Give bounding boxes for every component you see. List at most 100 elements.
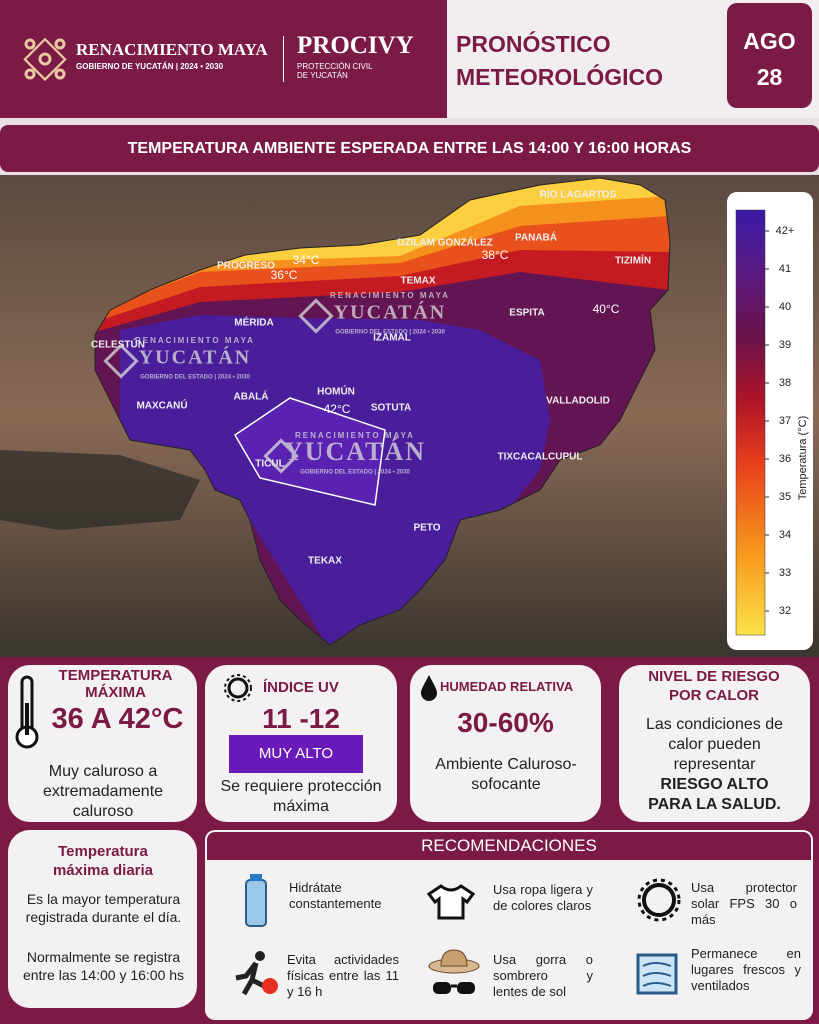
zone-42: [233, 397, 386, 506]
place-label: IZAMAL: [373, 333, 411, 344]
agency-sub-1: PROTECCIÓN CIVIL: [297, 62, 373, 71]
colorbar-label: Temperatura (°C): [797, 416, 809, 500]
card-text: Es la mayor temperatura registrada duran…: [25, 891, 182, 925]
colorbar-tick-label: 32: [779, 605, 791, 617]
agency-sub-2: DE YUCATÁN: [297, 71, 348, 80]
recommendation: Hidrátate constantemente: [289, 880, 382, 911]
watermark-bottom: GOBIERNO DEL ESTADO | 2024 • 2030: [300, 470, 410, 476]
recommendation: Evita actividades físicas entre las 11 y…: [287, 952, 399, 999]
watermark-top: RENACIMIENTO MAYA: [330, 291, 450, 300]
colorbar-tick-label: 37: [779, 415, 791, 427]
date-box: AGO 28: [727, 3, 812, 108]
colorbar-tick-label: 39: [779, 339, 791, 351]
place-label: PROGRESO: [217, 261, 275, 272]
colorbar-tick-label: 40: [779, 301, 791, 313]
temperature-card: TEMPERATURA MÁXIMA 36 A 42°C Muy caluros…: [8, 665, 197, 822]
recommendations-title: RECOMENDACIONES: [207, 832, 811, 860]
place-label: SOTUTA: [371, 403, 411, 414]
place-label: MAXCANÚ: [136, 399, 187, 412]
title-box: PRONÓSTICO METEOROLÓGICO: [447, 0, 727, 118]
colorbar-tick-label: 41: [779, 263, 791, 275]
place-label: ESPITA: [509, 308, 544, 319]
card-text: Se requiere protección máxima: [220, 778, 382, 815]
card-title: Temperatura máxima diaria: [52, 843, 154, 879]
hat-icon: [428, 949, 480, 994]
place-label: MÉRIDA: [234, 316, 273, 329]
brand-sub: GOBIERNO DE YUCATÁN | 2024 • 2030: [76, 62, 224, 71]
map: RÍO LAGARTOS DZILAM GONZÁLEZ PANABÁ TIZIMÍN…: [0, 175, 819, 657]
place-label: TEMAX: [401, 276, 436, 287]
colorbar-tick-label: 35: [779, 491, 791, 503]
isotherm-label: 34°C: [293, 253, 320, 267]
title: METEOROLÓGICO: [456, 64, 663, 90]
land: [0, 450, 200, 530]
colorbar-tick-label: 34: [779, 529, 791, 541]
month: AGO: [743, 28, 796, 54]
card-title: NIVEL DE RIESGO POR CALOR: [648, 668, 780, 704]
watermark-logo: [298, 298, 334, 334]
place-label: PANABÁ: [515, 231, 557, 244]
divider: [283, 36, 284, 82]
window-icon: [636, 953, 678, 995]
agency-sub: PROTECCIÓN CIVIL DE YUCATÁN: [297, 62, 373, 80]
place-label: TIZIMÍN: [615, 254, 651, 267]
watermark-bottom: GOBIERNO DEL ESTADO | 2024 • 2030: [140, 375, 250, 381]
place-label: VALLADOLID: [546, 396, 610, 407]
drop-icon: [421, 675, 437, 701]
recommendation: Usa protector solar FPS 30 o más: [691, 880, 797, 927]
card-text: Muy caluroso a extremadamente caluroso: [42, 763, 164, 820]
place-label: CELESTÚN: [91, 338, 145, 351]
uv-card: ÍNDICE UV 11 -12 MUY ALTO Se requiere pr…: [205, 665, 397, 822]
brand: RENACIMIENTO MAYA: [76, 40, 268, 59]
bottle-icon: [245, 874, 267, 927]
watermark-top: RENACIMIENTO MAYA: [295, 431, 415, 440]
recommendations: RECOMENDACIONES Hidrátate constantemente…: [205, 830, 813, 1020]
runner-icon: [235, 951, 278, 996]
logo-icon: [23, 37, 67, 82]
risk-card: NIVEL DE RIESGO POR CALOR Las condicione…: [619, 665, 810, 822]
isotherm-label: 40°C: [593, 302, 620, 316]
agency: PROCIVY: [297, 32, 414, 59]
recommendation: Usa ropa ligera y de colores claros: [493, 882, 593, 913]
sun-icon: [637, 878, 681, 922]
card-title: ÍNDICE UV: [263, 679, 339, 696]
isotherm-label: 38°C: [482, 248, 509, 262]
colorbar-tick-label: 36: [779, 453, 791, 465]
colorbar: [735, 209, 766, 636]
sun-icon: [224, 674, 252, 702]
card-title: TEMPERATURA MÁXIMA: [58, 667, 173, 701]
place-label: RÍO LAGARTOS: [540, 188, 617, 201]
watermark-main: YUCATÁN: [139, 346, 252, 369]
brand-years: 2024 • 2030: [180, 62, 224, 71]
colorbar-tick-label: 42+: [776, 225, 795, 237]
card-text: Normalmente se registra entre las 14:00 …: [22, 949, 185, 983]
place-label: HOMÚN: [317, 385, 355, 398]
shirt-icon: [427, 884, 475, 920]
title: PRONÓSTICO: [456, 31, 611, 57]
place-label: DZILAM GONZÁLEZ: [397, 236, 493, 249]
place-label: TICUL: [255, 459, 284, 470]
card-value: 30-60%: [457, 707, 554, 738]
thermometer-icon: [15, 675, 39, 749]
card-value: 11 -12: [262, 703, 340, 734]
colorbar-tick-label: 38: [779, 377, 791, 389]
watermark-main: YUCATÁN: [334, 301, 447, 324]
watermark-logo: [103, 343, 139, 379]
watermark-logo: [263, 438, 299, 474]
header: RENACIMIENTO MAYA GOBIERNO DE YUCATÁN | …: [0, 0, 447, 118]
watermark-main: YUCATÁN: [284, 437, 426, 466]
card-text: Ambiente Caluroso-sofocante: [435, 756, 577, 793]
place-label: TIXCACALCUPUL: [498, 452, 583, 463]
recommendation: Usa gorra o sombrero y lentes de sol: [493, 952, 593, 999]
watermark-top: RENACIMIENTO MAYA: [135, 336, 255, 345]
card-title: HUMEDAD RELATIVA: [440, 679, 574, 694]
daily-card: Temperatura máxima diaria Es la mayor te…: [8, 830, 197, 1008]
card-value: 36 A 42°C: [51, 703, 184, 735]
isotherm-label: 36°C: [271, 268, 298, 282]
uv-badge: MUY ALTO: [229, 735, 363, 773]
place-label: ABALÁ: [234, 390, 269, 403]
banner: TEMPERATURA AMBIENTE ESPERADA ENTRE LAS …: [0, 125, 819, 172]
